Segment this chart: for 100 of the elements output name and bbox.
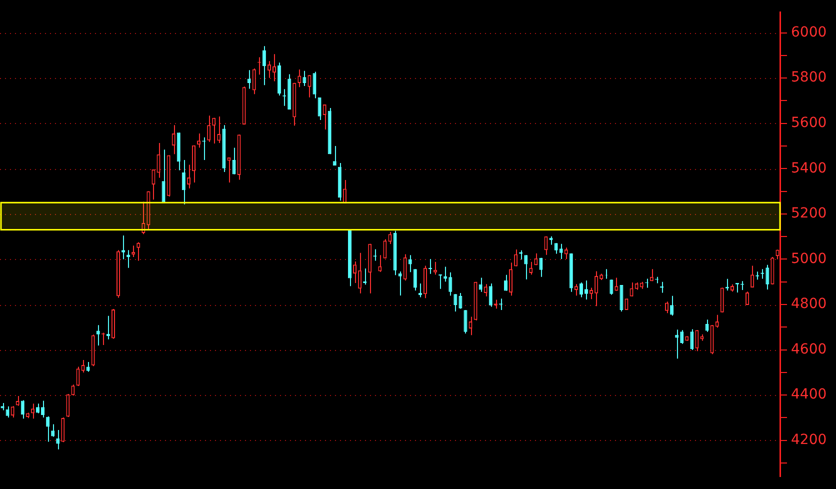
y-tick-label: 6000 <box>791 24 827 40</box>
candlestick <box>272 54 276 82</box>
candlestick <box>665 301 669 314</box>
candlestick <box>610 279 614 296</box>
candlestick <box>332 146 336 166</box>
candlestick <box>574 284 578 296</box>
candlestick <box>594 270 598 307</box>
candlestick <box>620 284 624 312</box>
candlestick <box>182 160 186 205</box>
candlestick <box>232 147 236 175</box>
candlestick <box>434 261 438 276</box>
candlestick <box>766 264 770 290</box>
candlestick <box>132 245 136 258</box>
y-tick-label: 4200 <box>791 432 827 448</box>
candlestick <box>544 236 548 256</box>
candlestick <box>590 287 594 300</box>
candlestick <box>715 314 719 328</box>
candlestick <box>353 260 357 284</box>
candlestick <box>680 330 684 344</box>
candlestick <box>750 265 754 288</box>
candlestick <box>690 328 694 351</box>
candlestick <box>172 124 176 155</box>
candlestick <box>86 362 90 372</box>
candlestick <box>152 169 156 200</box>
candlestick <box>71 384 75 396</box>
y-tick-label: 4800 <box>791 296 827 312</box>
candlestick <box>66 393 70 418</box>
candlestick <box>398 270 402 296</box>
y-tick-label: 5600 <box>791 114 827 131</box>
candlestick <box>514 248 518 267</box>
candlestick <box>448 272 452 296</box>
candlestick <box>20 400 24 420</box>
candlestick <box>444 266 448 282</box>
candlestick <box>186 164 190 189</box>
candlestick <box>207 115 211 142</box>
candlestick <box>81 359 85 373</box>
candlestick <box>51 424 55 438</box>
candlestick <box>413 268 417 291</box>
candlestick <box>342 179 346 204</box>
candlestick <box>378 254 382 272</box>
candlestick <box>41 400 45 418</box>
y-tick-label: 5800 <box>791 70 827 86</box>
candlestick <box>322 104 326 130</box>
candlestick <box>484 284 488 297</box>
candlestick <box>212 117 216 144</box>
candlestick <box>56 429 60 450</box>
candlestick <box>30 403 34 420</box>
candlestick <box>614 277 618 292</box>
candlestick <box>695 330 699 352</box>
candlestick <box>509 262 513 296</box>
y-tick-label: 5200 <box>791 206 827 222</box>
candlestick <box>358 252 362 294</box>
y-tick-label: 5400 <box>791 160 827 176</box>
candlestick <box>524 254 528 280</box>
candlestick <box>488 282 492 308</box>
candlestick <box>262 46 266 86</box>
candlestick <box>6 406 10 418</box>
candlestick <box>10 406 14 418</box>
candlestick <box>408 254 412 273</box>
candlestick <box>644 278 648 288</box>
candlestick <box>61 417 65 443</box>
y-tick-label: 4400 <box>791 386 827 403</box>
candlestick <box>126 250 130 268</box>
candlestick <box>36 403 40 414</box>
candlestick <box>302 70 306 86</box>
candlestick <box>46 416 50 442</box>
candlestick <box>267 60 271 78</box>
candlestick <box>76 366 80 387</box>
candlestick <box>670 295 674 316</box>
candlestick <box>247 70 251 90</box>
candlestick <box>197 133 201 148</box>
candlestick <box>675 329 679 360</box>
y-tick-label: 5000 <box>791 250 827 267</box>
candlestick <box>252 68 256 95</box>
candlestick <box>746 291 750 306</box>
candlestick <box>298 68 302 88</box>
candlestick <box>468 316 472 336</box>
candlestick <box>388 231 392 245</box>
candlestick <box>630 282 634 297</box>
candlestick <box>705 319 709 332</box>
candlestick <box>318 97 322 120</box>
candlestick <box>122 234 126 260</box>
candlestick <box>308 74 312 98</box>
candlestick <box>504 274 508 292</box>
candlestick <box>403 254 407 282</box>
candlestick <box>478 277 482 292</box>
candlestick <box>217 116 221 144</box>
candlestick <box>96 324 100 346</box>
candlestick <box>539 257 543 278</box>
candlestick <box>529 261 533 276</box>
candlestick <box>136 242 140 262</box>
candlestick <box>458 292 462 310</box>
candlestick <box>454 294 458 312</box>
candlestick <box>162 149 166 204</box>
candlestick <box>464 310 468 334</box>
candlestick <box>312 71 316 99</box>
candlestick <box>156 142 160 178</box>
y-tick-label: 4600 <box>791 341 827 358</box>
candlestick <box>383 238 387 259</box>
candlestick <box>559 243 563 260</box>
